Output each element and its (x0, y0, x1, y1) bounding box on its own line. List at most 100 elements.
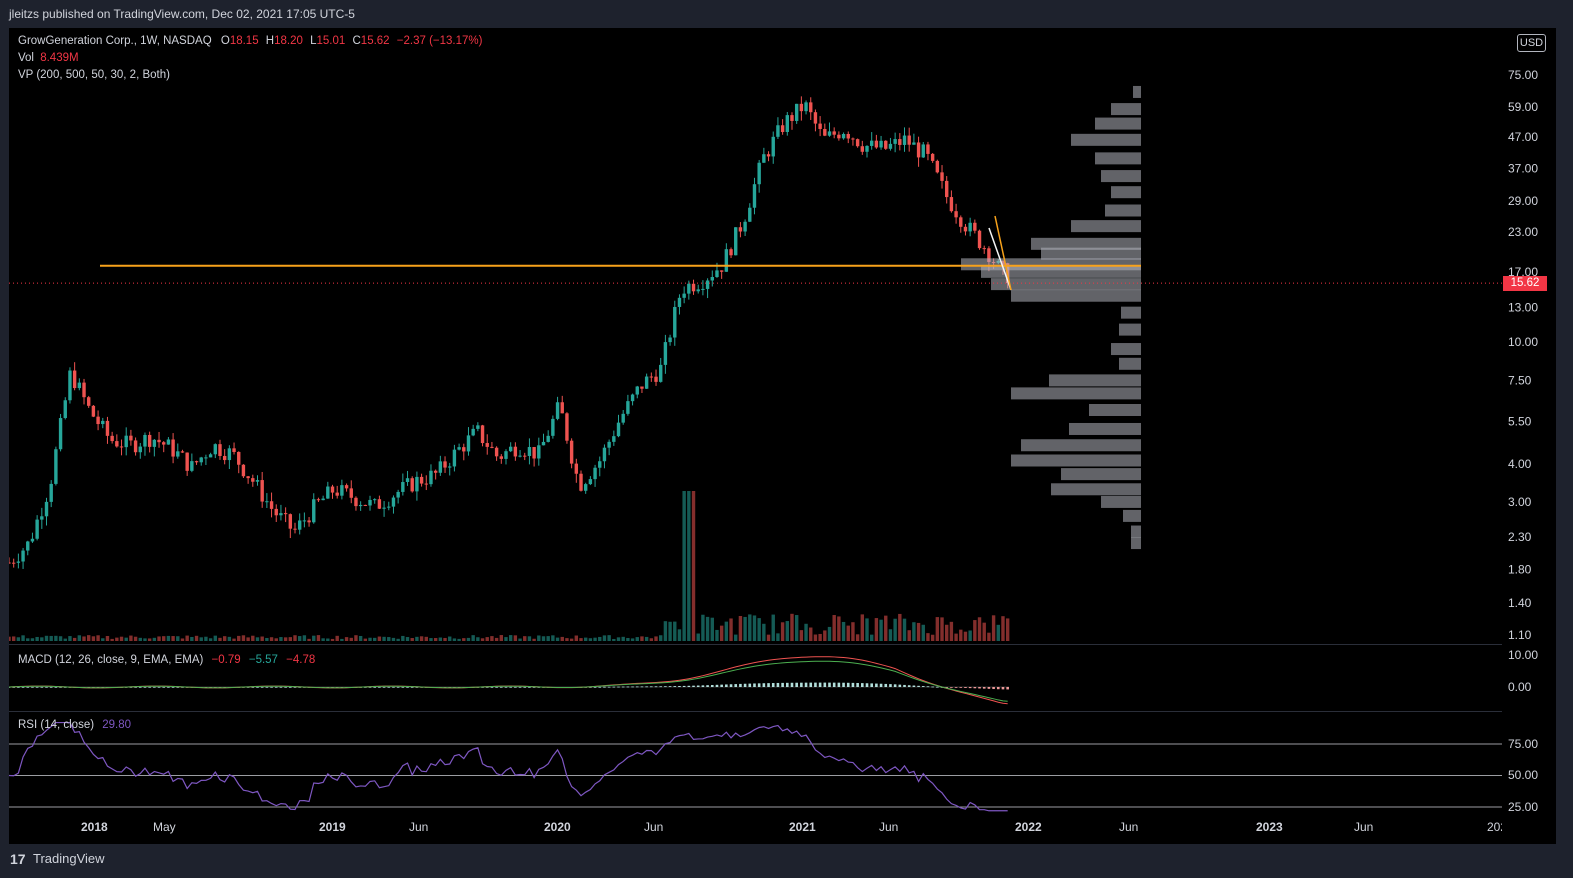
candle-body (415, 476, 419, 492)
candle-body (180, 451, 185, 453)
volume-bar (171, 636, 175, 641)
macd-histogram-bar (790, 682, 794, 687)
volume-profile-bar (1061, 468, 1141, 481)
volume-bar (218, 637, 222, 641)
macd-histogram-bar (396, 686, 400, 688)
volume-bar (823, 630, 827, 641)
candle-body (452, 449, 457, 467)
volume-bar (11, 636, 16, 641)
volume-bar (921, 624, 925, 641)
candle-body (204, 457, 208, 459)
macd-histogram-bar (837, 682, 841, 687)
candle-body (44, 501, 49, 517)
macd-histogram-bar (743, 683, 747, 687)
macd-histogram-bar (879, 683, 883, 687)
price-chart[interactable] (9, 28, 1502, 644)
volume-bar (508, 635, 513, 641)
macd-histogram-bar (181, 686, 184, 688)
volume-bar (659, 635, 663, 641)
volume-bar (499, 635, 503, 641)
volume-bar (574, 635, 579, 641)
candle-body (794, 103, 799, 121)
macd-histogram-bar (626, 686, 630, 688)
pane-separator[interactable] (9, 711, 1556, 712)
time-axis-svg[interactable]: 2018 May 2019 Jun 2020 Jun 2021 Jun 2022 Jun 2023 J… (9, 814, 1507, 844)
candle-body (387, 506, 391, 508)
macd-histogram-bar (251, 686, 255, 688)
currency-button[interactable]: USD (1517, 34, 1546, 52)
volume-bar (968, 630, 972, 641)
candle-body (588, 479, 593, 485)
volume-profile-bar (1089, 403, 1141, 416)
candle-body (879, 140, 883, 148)
rsi-panel[interactable] (9, 712, 1502, 814)
macd-histogram-bar (734, 684, 738, 687)
macd-histogram-bar (21, 686, 25, 688)
volume-bar (621, 636, 625, 641)
volume-bar (701, 614, 705, 641)
price-tick-label: 75.00 (1508, 68, 1538, 82)
volume-bar (349, 637, 353, 641)
candle-body (968, 222, 972, 232)
macd-histogram-bar (968, 687, 972, 689)
candle-body (162, 442, 166, 445)
volume-bar (9, 636, 11, 641)
volume-bar (410, 638, 414, 641)
macd-histogram-bar (959, 687, 963, 688)
volume-bar (401, 635, 405, 641)
time-tick-label: May (153, 820, 176, 834)
candle-body (9, 562, 11, 564)
volume-bar (991, 615, 996, 641)
macd-histogram-bar (167, 686, 170, 688)
volume-bar (734, 634, 738, 641)
volume-bar (283, 637, 288, 641)
candle-body (987, 248, 991, 263)
volume-bar (237, 635, 241, 641)
candle-body (269, 501, 274, 509)
candle-body (82, 382, 86, 398)
macd-histogram-bar (996, 687, 1000, 690)
macd-panel[interactable] (9, 645, 1502, 711)
macd-tick-label: 10.00 (1508, 648, 1538, 662)
candle-body (869, 140, 874, 146)
macd-histogram-bar (49, 686, 53, 688)
volume-bar (471, 635, 475, 641)
volume-bar (537, 635, 541, 641)
candle-body (424, 483, 428, 485)
vp-legend: VP (200, 500, 50, 30, 2, Both) (18, 69, 170, 81)
volume-bar (898, 613, 902, 641)
macd-histogram-bar (406, 686, 409, 688)
time-axis[interactable]: 2018 May 2019 Jun 2020 Jun 2021 Jun 2022 Jun 2023 J… (9, 814, 1507, 844)
vol-value: 8.439M (40, 52, 79, 64)
volume-profile-bar (1119, 323, 1141, 336)
candle-body (344, 485, 349, 489)
time-tick-label: Jun (1354, 820, 1373, 834)
pane-separator[interactable] (9, 644, 1556, 645)
volume-bar (546, 636, 550, 641)
macd-histogram-bar (31, 686, 34, 688)
volume-bar (677, 629, 682, 641)
macd-histogram-bar (762, 683, 766, 687)
candle-body (804, 102, 808, 112)
macd-histogram-bar (35, 686, 39, 688)
trendline-drawing (994, 215, 1012, 291)
price-scale[interactable]: 75.00 59.00 47.00 37.00 29.00 23.00 17.00 13.00… (1502, 28, 1556, 844)
candle-body (551, 418, 555, 436)
macd-histogram-bar (617, 686, 620, 688)
macd-histogram-bar (368, 686, 372, 688)
macd-histogram-bar (499, 686, 503, 688)
candle-body (846, 134, 850, 139)
candle-body (705, 280, 710, 289)
candle-body (26, 541, 30, 551)
candle-body (199, 457, 203, 463)
candle-body (504, 451, 508, 459)
volume-bar (602, 635, 607, 641)
price-scale-svg[interactable]: 75.00 59.00 47.00 37.00 29.00 23.00 17.00 13.00… (1502, 28, 1556, 844)
candle-body (537, 445, 541, 459)
candle-body (710, 277, 714, 281)
main-chart-panel[interactable] (9, 28, 1502, 644)
macd-histogram-bar (678, 686, 681, 687)
candle-body (316, 499, 321, 501)
volume-bar (190, 636, 194, 641)
candle-body (635, 386, 639, 395)
